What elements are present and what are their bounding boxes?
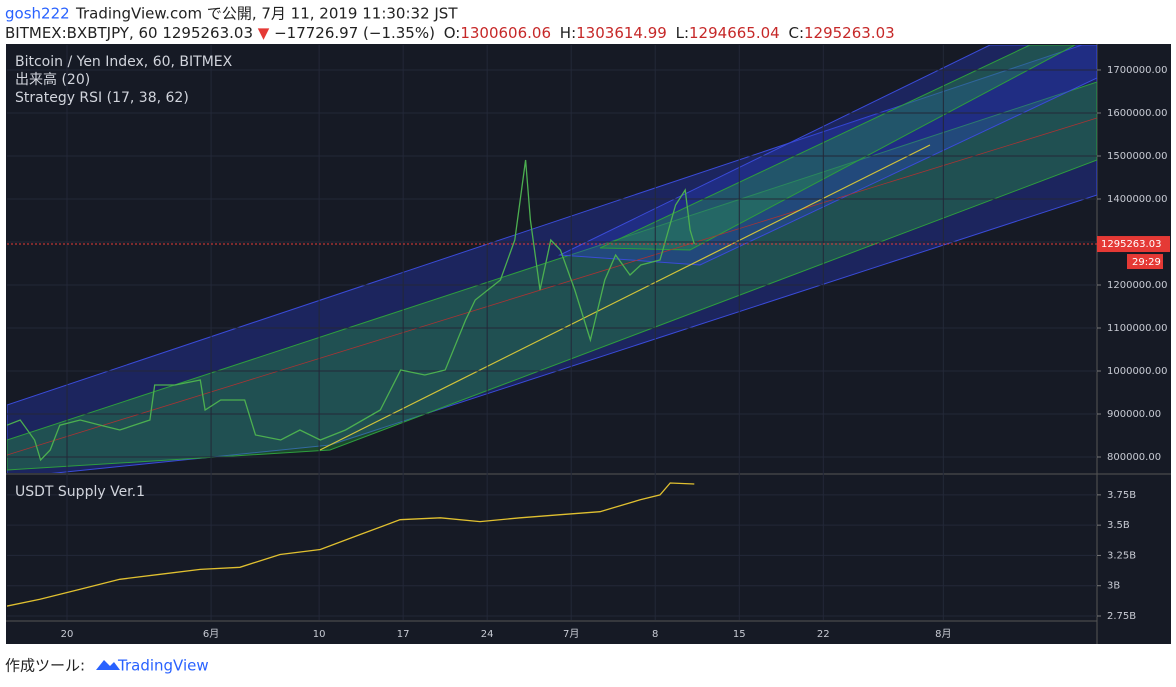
series-line — [7, 159, 695, 462]
y-tick-label: 2.75B — [1107, 611, 1136, 622]
x-tick-label: 7月 — [563, 628, 579, 640]
channel-green — [7, 81, 1097, 471]
y-tick-label: 3.5B — [1107, 520, 1130, 531]
published: TradingView.com で公開, 7月 11, 2019 11:30:3… — [75, 5, 458, 23]
y-tick-label: 1400000.00 — [1107, 194, 1167, 205]
h-label: H: — [560, 24, 576, 42]
y-tick-label: 3B — [1107, 581, 1120, 592]
legend-entry: Strategy RSI (17, 38, 62) — [15, 90, 189, 106]
high: 1303614.99 — [576, 24, 667, 42]
arrow: ▼ — [258, 24, 270, 42]
brand-logo — [96, 660, 120, 670]
series-line — [7, 482, 695, 607]
countdown: 29:29 — [1132, 257, 1161, 268]
drawings — [7, 45, 1097, 473]
close: 1295263.03 — [804, 24, 895, 42]
mid-line — [7, 117, 1097, 456]
y-tick-label: 3.25B — [1107, 550, 1136, 561]
plot — [7, 482, 695, 607]
o-label: O: — [444, 24, 461, 42]
last-price-box — [1097, 236, 1170, 253]
c-label: C: — [788, 24, 804, 42]
open: 1300606.06 — [460, 24, 551, 42]
x-tick-label: 24 — [481, 629, 494, 640]
legend-entry: USDT Supply Ver.1 — [15, 484, 145, 500]
y-tick-label: 1000000.00 — [1107, 366, 1167, 377]
y-tick-label: 1600000.00 — [1107, 108, 1167, 119]
x-tick-label: 17 — [397, 629, 410, 640]
change: −17726.97 (−1.35%) — [274, 24, 435, 42]
legend-entry: 出来高 (20) — [15, 71, 90, 88]
x-tick-label: 20 — [61, 629, 74, 640]
trend-line — [319, 144, 931, 451]
y-tick-label: 3.75B — [1107, 490, 1136, 501]
x-tick-label: 6月 — [203, 628, 219, 640]
x-tick-label: 15 — [733, 629, 746, 640]
x-tick-label: 8 — [652, 629, 658, 640]
brand[interactable]: TradingView — [117, 657, 209, 675]
y-tick-label: 1200000.00 — [1107, 280, 1167, 291]
y-tick-label: 1500000.00 — [1107, 151, 1167, 162]
countdown-box — [1127, 254, 1163, 270]
l-label: L: — [676, 24, 689, 42]
x-tick-label: 10 — [313, 629, 326, 640]
made-with: 作成ツール: — [5, 657, 85, 675]
user[interactable]: gosh222 — [5, 5, 70, 23]
low: 1294665.04 — [689, 24, 780, 42]
y-tick-label: 800000.00 — [1107, 452, 1161, 463]
symbol: BITMEX:BXBTJPY, 60 1295263.03 — [5, 24, 253, 42]
x-tick-label: 22 — [817, 629, 830, 640]
channel-blue — [7, 45, 1097, 473]
y-tick-label: 1700000.00 — [1107, 65, 1167, 76]
x-tick-label: 8月 — [935, 628, 951, 640]
channel-blue-steep — [558, 45, 1097, 266]
y-tick-label: 1100000.00 — [1107, 323, 1167, 334]
last-price-label: 1295263.03 — [1101, 239, 1161, 250]
quote-line: BITMEX:BXBTJPY, 60 1295263.03 ▼ −17726.9… — [5, 24, 895, 42]
chart-background — [6, 44, 1171, 644]
plot — [7, 159, 695, 462]
y-tick-label: 900000.00 — [1107, 409, 1161, 420]
legend-entry: Bitcoin / Yen Index, 60, BITMEX — [15, 54, 233, 70]
